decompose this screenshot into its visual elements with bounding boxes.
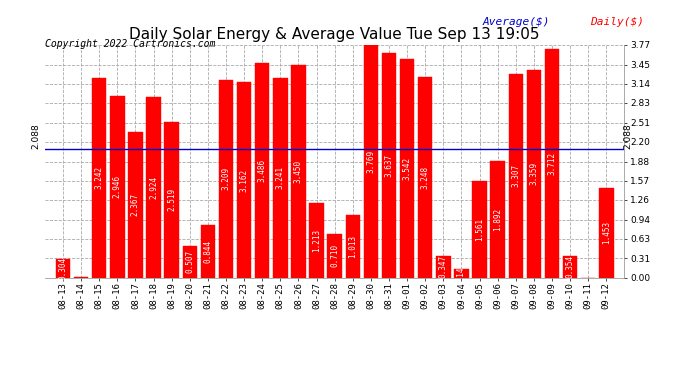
Text: 0.354: 0.354 (566, 255, 575, 278)
Text: 3.241: 3.241 (276, 166, 285, 189)
Text: 3.162: 3.162 (239, 168, 248, 192)
Text: 0.507: 0.507 (185, 250, 195, 273)
Bar (255, 63, 270, 278)
Text: Average($): Average($) (483, 17, 551, 27)
Text: 1.213: 1.213 (312, 228, 321, 252)
Bar (563, 256, 578, 278)
Text: 2.367: 2.367 (131, 193, 140, 216)
Bar (164, 122, 179, 278)
Bar (346, 215, 360, 278)
Text: 2.519: 2.519 (167, 188, 176, 211)
Bar (327, 234, 342, 278)
Bar (491, 161, 505, 278)
Bar (382, 53, 396, 278)
Text: 2.088: 2.088 (624, 123, 633, 149)
Text: Copyright 2022 Cartronics.com: Copyright 2022 Cartronics.com (45, 39, 215, 50)
Text: 3.307: 3.307 (511, 164, 520, 187)
Bar (436, 256, 451, 278)
Text: 3.486: 3.486 (257, 159, 267, 182)
Bar (599, 188, 613, 278)
Text: 1.013: 1.013 (348, 235, 357, 258)
Text: 3.769: 3.769 (366, 150, 375, 173)
Bar (110, 96, 125, 278)
Text: 1.892: 1.892 (493, 208, 502, 231)
Text: 2.924: 2.924 (149, 176, 158, 199)
Bar (74, 277, 88, 278)
Text: 0.141: 0.141 (457, 262, 466, 285)
Text: 1.453: 1.453 (602, 221, 611, 244)
Bar (237, 82, 251, 278)
Bar (400, 59, 414, 278)
Bar (128, 132, 143, 278)
Bar (182, 246, 197, 278)
Title: Daily Solar Energy & Average Value Tue Sep 13 19:05: Daily Solar Energy & Average Value Tue S… (130, 27, 540, 42)
Bar (219, 80, 233, 278)
Text: 3.450: 3.450 (294, 159, 303, 183)
Text: Daily($): Daily($) (590, 17, 644, 27)
Text: 0.347: 0.347 (439, 255, 448, 278)
Text: 2.946: 2.946 (112, 175, 122, 198)
Text: 3.542: 3.542 (402, 157, 412, 180)
Text: 3.209: 3.209 (221, 167, 230, 190)
Bar (273, 78, 288, 278)
Bar (201, 225, 215, 278)
Bar (56, 259, 70, 278)
Text: 0.304: 0.304 (59, 256, 68, 280)
Bar (473, 181, 487, 278)
Bar (309, 203, 324, 278)
Text: 3.242: 3.242 (95, 166, 103, 189)
Text: 3.359: 3.359 (529, 162, 538, 186)
Bar (545, 49, 559, 278)
Text: 2.088: 2.088 (31, 123, 40, 149)
Text: 3.712: 3.712 (547, 152, 557, 175)
Text: 1.561: 1.561 (475, 218, 484, 241)
Bar (509, 74, 523, 278)
Bar (418, 77, 433, 278)
Bar (454, 269, 469, 278)
Bar (526, 70, 541, 278)
Bar (146, 97, 161, 278)
Text: 0.844: 0.844 (204, 240, 213, 263)
Bar (291, 65, 306, 278)
Bar (92, 78, 106, 278)
Text: 3.248: 3.248 (421, 166, 430, 189)
Text: 0.710: 0.710 (330, 244, 339, 267)
Bar (364, 45, 378, 278)
Text: 3.637: 3.637 (384, 154, 393, 177)
